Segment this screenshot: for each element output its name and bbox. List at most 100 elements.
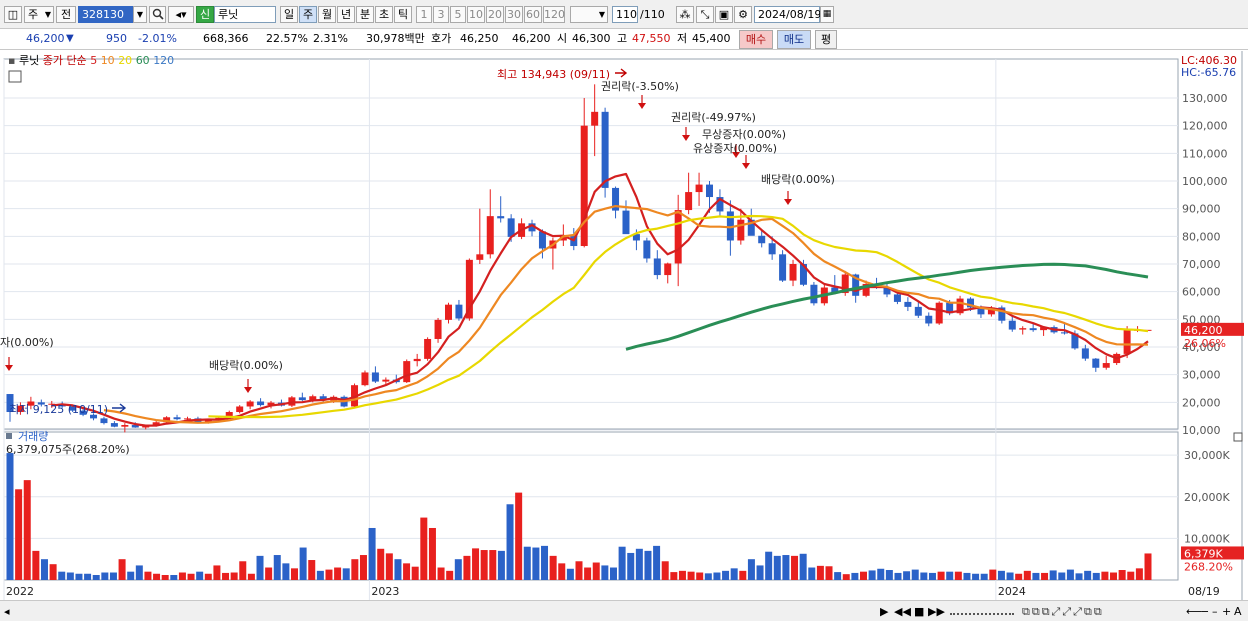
candle-body — [6, 394, 14, 413]
volume-bar — [161, 575, 169, 580]
candle-body — [904, 301, 912, 307]
minus-icon[interactable]: – — [1212, 605, 1218, 618]
interval-button-3[interactable]: 10 — [467, 6, 485, 23]
date-input[interactable]: 2024/08/19 — [754, 6, 821, 23]
speaker-icon[interactable]: ◂▾ — [168, 6, 194, 23]
hc-value: HC:-65.76 — [1181, 66, 1236, 79]
interval-button-5[interactable]: 30 — [505, 6, 523, 23]
stop-icon[interactable]: ■ — [914, 605, 925, 618]
volume-bar — [308, 560, 316, 580]
legend-ma-60: 60 — [136, 54, 154, 67]
event-arrow-head — [638, 103, 646, 109]
eval-button[interactable]: 평 — [815, 30, 837, 49]
volume-bar — [825, 566, 833, 580]
volume-bar — [1110, 572, 1118, 580]
font-size-icon[interactable]: A — [1234, 605, 1242, 618]
volume-bar — [928, 572, 936, 580]
volume-bar — [265, 567, 273, 580]
volume-bar — [799, 553, 807, 580]
candle-body — [16, 405, 24, 413]
move-left-icon[interactable]: ⟵ — [1186, 605, 1202, 618]
volume-bar — [722, 570, 730, 580]
volume-bar — [273, 555, 281, 580]
drawing-tools-icons[interactable]: ⧉⧉⧉⤢⤢⤢⧉⧉ — [1022, 605, 1104, 618]
volume-bar — [325, 569, 333, 580]
weekly-price-chart[interactable]: 10,00020,00030,00040,00050,00060,00070,0… — [0, 51, 1248, 600]
volume-bar — [860, 571, 867, 580]
volume-bar — [670, 572, 678, 580]
period-tab-2[interactable]: 월 — [318, 6, 336, 23]
volume-bar — [696, 572, 704, 580]
search-icon[interactable] — [149, 6, 166, 23]
stock-name-field[interactable]: 루닛 — [214, 6, 276, 23]
buy-button[interactable]: 매수 — [739, 30, 773, 49]
volume-bar — [428, 527, 436, 580]
interval-dropdown[interactable]: ▼ — [570, 6, 608, 23]
interval-button-0[interactable]: 1 — [416, 6, 432, 23]
zoom-out-icon[interactable]: − — [1200, 605, 1210, 618]
legend-ma-120: 120 — [153, 54, 174, 67]
code-dropdown-icon[interactable]: ▼ — [133, 6, 147, 23]
volume-bar — [989, 569, 997, 580]
volume-bar — [153, 573, 161, 580]
period-tab-0[interactable]: 일 — [280, 6, 298, 23]
interval-button-4[interactable]: 20 — [486, 6, 504, 23]
fast-forward-icon[interactable]: ▶▶ — [928, 605, 945, 618]
legend-ma-5: 5 — [90, 54, 101, 67]
zoom-slider[interactable] — [950, 605, 1014, 615]
sell-button[interactable]: 매도 — [777, 30, 811, 49]
scroll-left-icon[interactable]: ◂ — [4, 605, 10, 618]
pin-icon[interactable]: ⤡ — [696, 6, 714, 23]
save-icon[interactable]: ▣ — [715, 6, 733, 23]
volume-bar — [40, 559, 48, 580]
event-annotation: 배당락(0.00%) — [209, 359, 283, 372]
volume-bar — [144, 571, 152, 580]
volume-bar — [92, 575, 100, 580]
volume-bar — [1006, 572, 1014, 580]
low-label: 저 — [677, 32, 688, 45]
volume-value: 668,366 — [203, 32, 249, 45]
interval-button-2[interactable]: 5 — [450, 6, 466, 23]
hoga-label: 호가 — [431, 32, 452, 45]
candle-body — [37, 402, 45, 405]
event-annotation: 유상증자(0.00%) — [693, 142, 777, 155]
candle-body — [267, 402, 275, 406]
interval-button-6[interactable]: 60 — [524, 6, 542, 23]
volume-bar — [713, 572, 721, 580]
event-arrow-head — [682, 135, 690, 141]
volume-bar — [299, 547, 307, 580]
period-tab-1[interactable]: 주 — [299, 6, 317, 23]
candle-body — [674, 210, 682, 264]
volume-tick-label: 30,000K — [1184, 449, 1230, 462]
period-tab-6[interactable]: 틱 — [394, 6, 412, 23]
period-tab-4[interactable]: 분 — [356, 6, 374, 23]
jeon-button[interactable]: 전 — [56, 6, 76, 23]
rewind-icon[interactable]: ◀◀ — [894, 605, 911, 618]
volume-bar — [627, 552, 635, 580]
period-tab-5[interactable]: 초 — [375, 6, 393, 23]
gear-icon[interactable]: ⚙ — [734, 6, 752, 23]
price-tick-label: 30,000 — [1182, 369, 1221, 382]
count-total: /110 — [640, 8, 665, 21]
volume-bar — [644, 550, 652, 580]
market-select[interactable]: 주 ▼ — [24, 6, 54, 23]
link-icon[interactable]: ⁂ — [676, 6, 694, 23]
period-tab-3[interactable]: 년 — [337, 6, 355, 23]
volume-bar — [1075, 573, 1083, 580]
calendar-icon[interactable]: ▦ — [820, 6, 834, 23]
volume-bar — [84, 573, 92, 580]
candle-body — [622, 210, 630, 235]
count-input[interactable]: 110 — [612, 6, 638, 23]
interval-button-1[interactable]: 3 — [433, 6, 449, 23]
window-icon[interactable]: ◫ — [4, 6, 22, 23]
volume-bar — [256, 555, 264, 580]
stock-code-input[interactable]: 328130 — [78, 6, 133, 23]
candle-body — [309, 396, 317, 401]
candle-body — [361, 372, 369, 386]
candle-body — [173, 417, 181, 420]
play-icon[interactable]: ▶ — [880, 605, 889, 618]
interval-button-7[interactable]: 120 — [543, 6, 565, 23]
candle-body — [528, 223, 536, 232]
volume-bar — [472, 548, 480, 580]
zoom-in-icon[interactable]: + — [1222, 605, 1232, 618]
